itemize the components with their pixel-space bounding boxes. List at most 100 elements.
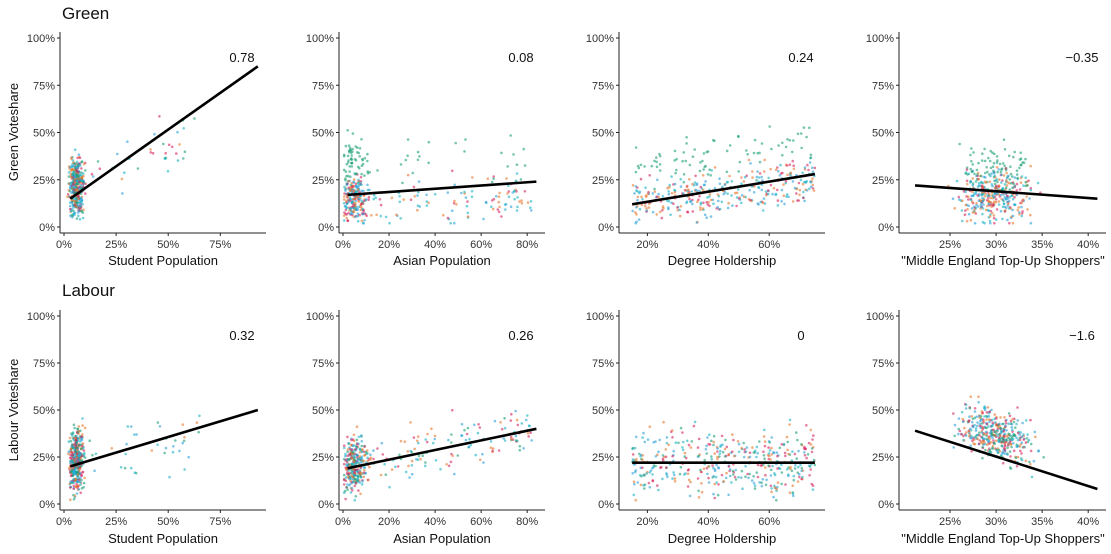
scatter-point bbox=[673, 159, 676, 162]
scatter-point bbox=[376, 169, 379, 172]
scatter-point bbox=[493, 419, 497, 423]
scatter-point bbox=[685, 185, 689, 189]
scatter-point bbox=[93, 469, 96, 473]
scatter-point bbox=[658, 152, 661, 156]
scatter-point bbox=[656, 484, 659, 487]
scatter-point bbox=[981, 199, 985, 203]
scatter-point bbox=[756, 451, 759, 455]
scatter-point bbox=[648, 471, 652, 474]
scatter-point bbox=[671, 477, 674, 480]
scatter-point bbox=[360, 450, 364, 454]
scatter-point bbox=[758, 160, 762, 164]
scatter-point bbox=[791, 180, 795, 183]
scatter-point bbox=[136, 167, 140, 170]
scatter-point bbox=[758, 481, 761, 484]
panel-green-1: 0%25%50%75%100%0% 25% 50% 75%Student Popula… bbox=[27, 32, 266, 268]
scatter-point bbox=[361, 162, 365, 166]
scatter-point bbox=[181, 423, 185, 426]
scatter-point bbox=[195, 421, 199, 424]
scatter-point bbox=[516, 423, 520, 427]
scatter-point bbox=[353, 189, 356, 192]
scatter-point bbox=[71, 185, 75, 189]
scatter-point bbox=[450, 441, 453, 444]
scatter-point bbox=[398, 200, 402, 204]
scatter-point bbox=[748, 451, 752, 455]
scatter-point bbox=[811, 187, 815, 190]
scatter-point bbox=[356, 220, 360, 223]
scatter-point bbox=[763, 428, 766, 432]
scatter-point bbox=[678, 472, 682, 476]
scatter-point bbox=[379, 473, 383, 477]
scatter-point bbox=[761, 179, 764, 182]
scatter-point bbox=[178, 449, 181, 453]
scatter-point bbox=[797, 199, 800, 202]
scatter-point bbox=[447, 438, 450, 442]
scatter-point bbox=[631, 184, 635, 187]
scatter-point bbox=[355, 453, 359, 457]
panel-labour-2: 0%25%50%75%100%0% 20% 40% 60% 80%Asian Popul… bbox=[306, 310, 545, 546]
panel-green-4: 0%25%50%75%100%25% 30% 35% 40%"Middle Engla… bbox=[866, 32, 1106, 268]
scatter-point bbox=[639, 455, 642, 458]
scatter-point bbox=[800, 443, 803, 446]
scatter-point bbox=[796, 438, 799, 442]
scatter-point bbox=[681, 431, 684, 434]
scatter-point bbox=[683, 473, 686, 476]
scatter-point bbox=[798, 475, 801, 479]
scatter-point bbox=[802, 196, 805, 200]
scatter-point bbox=[513, 197, 516, 201]
scatter-point bbox=[1029, 449, 1033, 453]
x-tick-label: 40% bbox=[1077, 239, 1099, 251]
scatter-point bbox=[77, 171, 80, 174]
scatter-point bbox=[993, 447, 997, 450]
scatter-point bbox=[737, 188, 740, 191]
scatter-point bbox=[1010, 426, 1013, 429]
y-tick-label: 100% bbox=[27, 33, 55, 45]
scatter-point bbox=[976, 421, 979, 424]
scatter-point bbox=[158, 425, 162, 428]
scatter-point bbox=[507, 195, 511, 199]
scatter-point bbox=[665, 441, 669, 445]
scatter-point bbox=[523, 190, 527, 193]
scatter-point bbox=[526, 414, 529, 417]
scatter-point bbox=[74, 450, 78, 454]
scatter-point bbox=[800, 469, 803, 473]
scatter-point bbox=[728, 144, 732, 147]
scatter-point bbox=[83, 456, 87, 459]
scatter-point bbox=[1003, 183, 1007, 186]
scatter-point bbox=[356, 468, 360, 471]
scatter-point bbox=[810, 450, 814, 454]
scatter-point bbox=[355, 438, 359, 442]
scatter-point bbox=[427, 140, 431, 144]
scatter-point bbox=[987, 436, 991, 439]
scatter-point bbox=[88, 439, 91, 443]
scatter-point bbox=[187, 455, 190, 459]
scatter-point bbox=[357, 205, 361, 209]
scatter-point bbox=[792, 167, 796, 171]
scatter-point bbox=[496, 208, 500, 211]
scatter-point bbox=[772, 450, 775, 454]
scatter-point bbox=[346, 448, 350, 451]
scatter-point bbox=[982, 203, 985, 206]
scatter-point bbox=[433, 193, 437, 196]
scatter-point bbox=[681, 448, 685, 452]
scatter-point bbox=[780, 443, 784, 446]
scatter-point bbox=[1026, 184, 1029, 187]
scatter-point bbox=[694, 174, 697, 178]
scatter-point bbox=[723, 183, 727, 186]
scatter-point bbox=[720, 434, 724, 438]
scatter-point bbox=[963, 426, 966, 430]
scatter-point bbox=[164, 446, 168, 450]
scatter-point bbox=[977, 442, 981, 446]
scatter-point bbox=[714, 475, 718, 479]
scatter-point bbox=[686, 468, 690, 472]
scatter-point bbox=[384, 473, 388, 477]
scatter-point bbox=[674, 441, 678, 445]
scatter-point bbox=[799, 178, 803, 182]
x-tick-label: 75% bbox=[209, 239, 231, 251]
scatter-point bbox=[71, 434, 74, 438]
scatter-point bbox=[1008, 441, 1012, 444]
scatter-point bbox=[70, 191, 73, 194]
scatter-point bbox=[774, 192, 778, 196]
scatter-point bbox=[988, 410, 991, 414]
scatter-point bbox=[770, 487, 773, 490]
